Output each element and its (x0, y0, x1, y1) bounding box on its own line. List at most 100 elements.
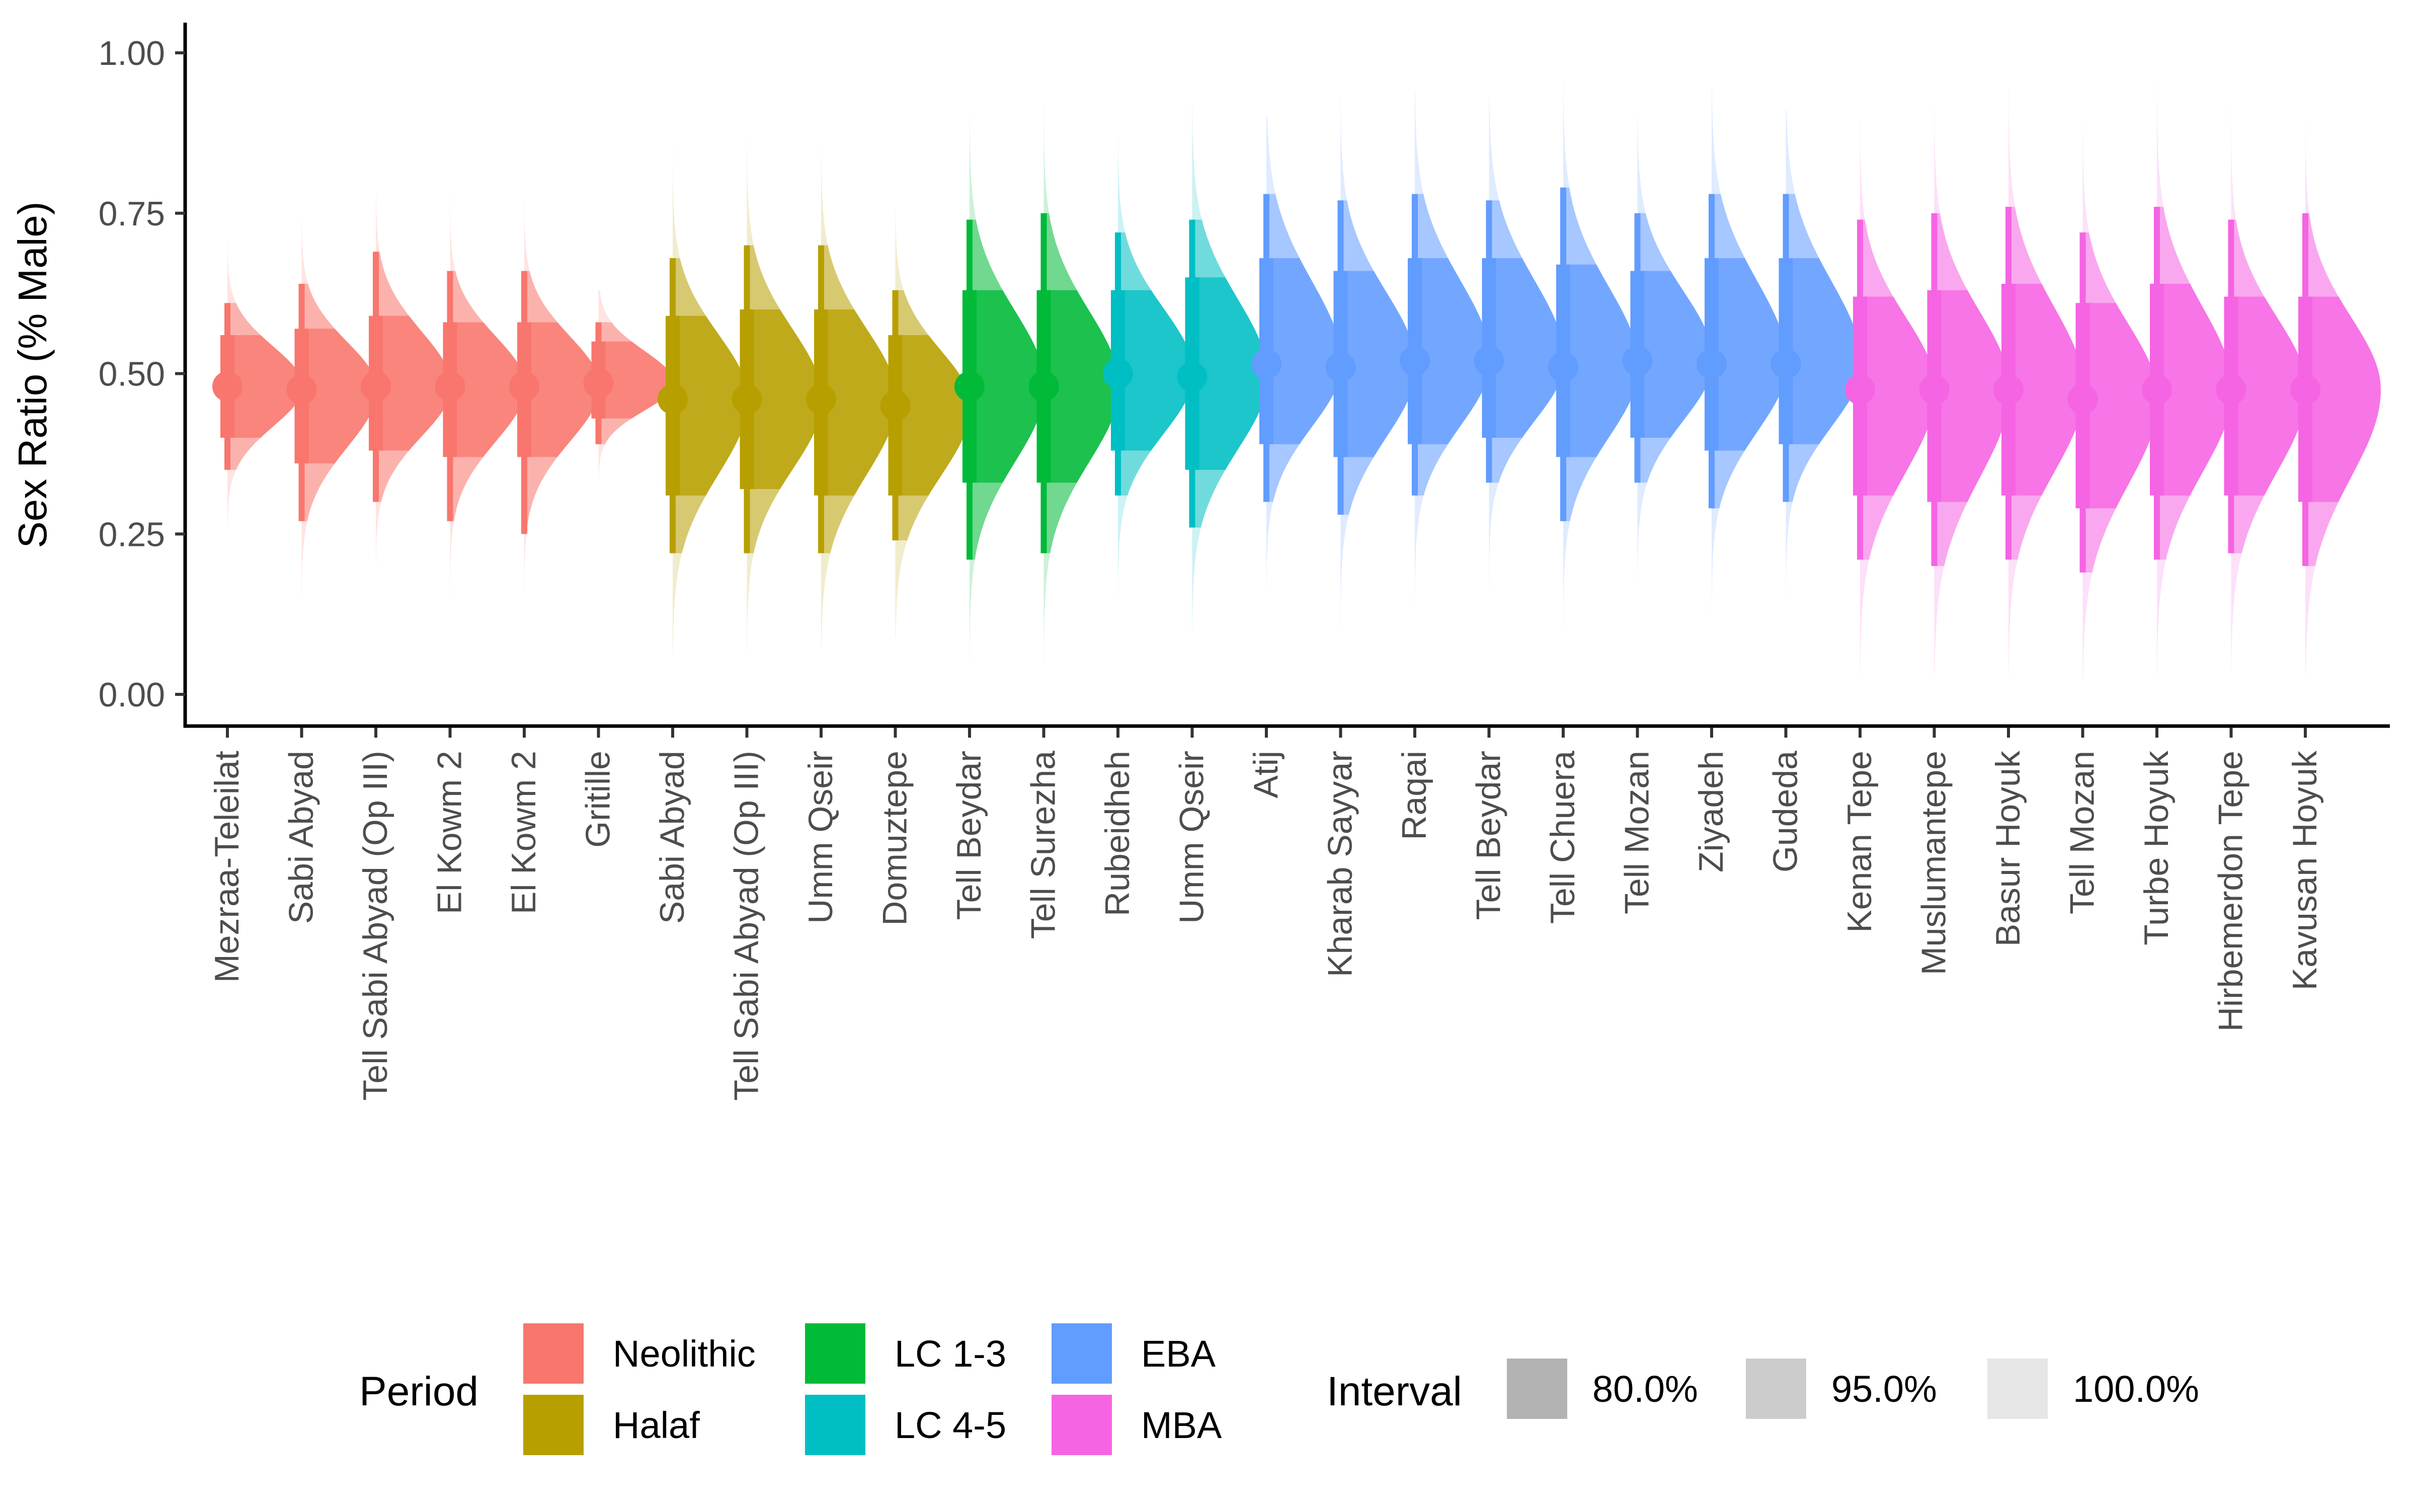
violin-site (732, 123, 823, 656)
violin-band-80 (1860, 296, 1936, 496)
violin-band-80 (376, 315, 451, 451)
legend-period-swatch (1052, 1395, 1112, 1455)
median-point (212, 371, 243, 402)
legend-period-label: LC 4-5 (895, 1404, 1006, 1446)
x-tick-label: Turbe Hoyuk (2137, 750, 2176, 945)
x-tick-label: Kharab Sayyar (1321, 751, 1359, 977)
violin-band-80 (1415, 258, 1490, 444)
violin-band-80 (2082, 303, 2158, 509)
median-point (583, 368, 614, 399)
legend-interval-label: 100.0% (2073, 1368, 2199, 1410)
x-tick-label: Atij (1247, 751, 1285, 798)
violin-site (2290, 91, 2381, 675)
x-tick-label: Tell Chuera (1544, 751, 1582, 924)
x-tick-label: Mezraa-Teleilat (208, 751, 246, 983)
x-tick-label: Kavusan Hoyuk (2286, 750, 2324, 990)
legend-period-swatch (523, 1395, 584, 1455)
violin-band-80 (821, 309, 897, 496)
legend-period-title: Period (359, 1369, 478, 1414)
violin-band-80 (673, 315, 748, 496)
median-point (1251, 349, 1281, 379)
legend-interval-title: Interval (1327, 1369, 1462, 1414)
legend-interval-swatch (1507, 1359, 1567, 1419)
x-tick-label: Gudeda (1766, 751, 1805, 872)
x-tick-label: El Kowm 2 (505, 751, 543, 914)
median-point (954, 371, 985, 402)
median-point (658, 384, 688, 415)
violin-band-80 (1637, 271, 1713, 438)
violin-site (212, 232, 303, 528)
median-point (286, 374, 317, 405)
median-point (880, 390, 911, 421)
legend-interval-swatch (1987, 1359, 2048, 1419)
median-point (1548, 352, 1578, 382)
median-point (806, 384, 836, 415)
legend-interval-label: 95.0% (1831, 1368, 1937, 1410)
violin-site (286, 142, 377, 643)
x-tick-label: Raqai (1395, 751, 1433, 840)
x-tick-label: Tell Mozan (1618, 751, 1656, 914)
x-tick-label: Sabi Abyad (653, 751, 691, 924)
violin-band-80 (895, 335, 971, 496)
x-tick-label: Ziyadeh (1692, 751, 1730, 872)
legend-period-label: EBA (1141, 1333, 1216, 1375)
violin-band-80 (1266, 258, 1342, 444)
axes-layer: 0.00 0.25 0.50 0.75 1.00 Mezraa-Teleilat Sabi… (10, 23, 2390, 1100)
median-point (1622, 346, 1653, 376)
violin-site (880, 181, 971, 637)
violin-site (1400, 91, 1490, 630)
violin-site (1919, 85, 2010, 675)
violin-band-80 (1340, 271, 1416, 457)
x-tick-label: Umm Qseir (1173, 751, 1211, 924)
violin-band-80 (598, 341, 674, 419)
violins-layer (212, 78, 2381, 682)
violin-band-80 (2231, 296, 2307, 496)
violin-band-80 (1712, 258, 1787, 451)
violin-site (1993, 78, 2084, 675)
x-tick-label: Tell Sabi Abyad (Op III) (728, 751, 766, 1100)
median-point (361, 371, 391, 402)
violin-site (1548, 78, 1639, 656)
violin-site (1251, 117, 1342, 630)
median-point (1400, 346, 1430, 376)
x-tick-label: Hirbemerdon Tepe (2212, 751, 2250, 1031)
y-ticks: 0.00 0.25 0.50 0.75 1.00 (99, 34, 185, 714)
median-point (2216, 374, 2246, 405)
median-point (1770, 349, 1801, 379)
median-point (1697, 349, 1727, 379)
violin-band-80 (747, 309, 823, 489)
violin-band-80 (1118, 290, 1193, 451)
violin-site (1103, 136, 1193, 605)
violin-band-80 (2008, 284, 2084, 496)
legend-period-swatch (805, 1323, 865, 1384)
violin-band-80 (2305, 296, 2381, 502)
median-point (2290, 374, 2320, 405)
violin-band-80 (2157, 284, 2232, 496)
violin-site (361, 130, 451, 617)
violin-site (509, 117, 600, 624)
x-tick-label: Muslumantepe (1915, 751, 1953, 975)
x-tick-label: Basur Hoyuk (1989, 750, 2027, 946)
median-point (1919, 374, 1950, 405)
legend-period-swatch (523, 1323, 584, 1384)
median-point (1177, 361, 1208, 392)
x-tick-label: Tell Mozan (2063, 751, 2102, 914)
y-tick-label: 0.00 (99, 676, 165, 714)
median-point (1474, 346, 1504, 376)
median-point (1993, 374, 2024, 405)
x-tick-label: Tell Beydar (1470, 751, 1508, 920)
legend-period-swatch (805, 1395, 865, 1455)
violin-site (1474, 98, 1565, 624)
legend-period-label: LC 1-3 (895, 1333, 1006, 1375)
y-tick-label: 0.75 (99, 195, 165, 233)
median-point (435, 371, 465, 402)
y-tick-label: 0.50 (99, 355, 165, 393)
x-tick-label: Rubeidheh (1098, 751, 1137, 916)
x-tick-label: Gritille (579, 751, 617, 848)
legend-interval-label: 80.0% (1592, 1368, 1698, 1410)
median-point (732, 384, 762, 415)
x-tick-label: Sabi Abyad (282, 751, 320, 924)
legend-intervals: 80.0% 95.0% 100.0% (1507, 1359, 2199, 1419)
legend-interval-swatch (1746, 1359, 1806, 1419)
